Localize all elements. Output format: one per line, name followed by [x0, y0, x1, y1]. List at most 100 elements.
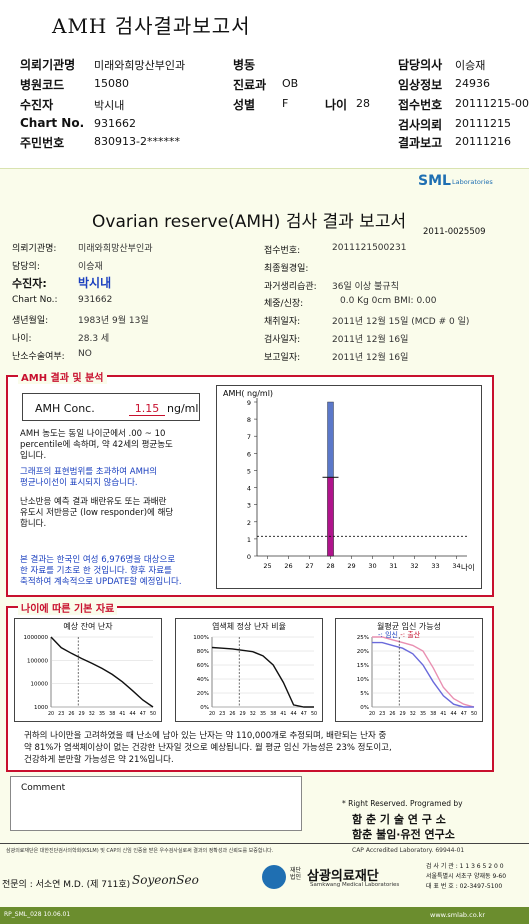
chart-monthly-pregnancy: 월평균 임신 가능성 -: 임신 -: 출산 25% 20% 15% 10% 5% 0% 2… [335, 618, 483, 722]
x-tick-label: 44 [291, 711, 297, 717]
field-label: 담당의: [12, 262, 40, 272]
x-tick-label: 34 [452, 562, 460, 570]
field-value: 2011121500231 [332, 243, 407, 253]
field-label: Chart No.: [12, 295, 58, 305]
legend-pregnancy: -: 임신 [378, 631, 398, 639]
x-tick-label: 35 [420, 711, 426, 717]
field-label: 의뢰기관명: [12, 244, 57, 254]
field-label: 체중/신장: [264, 299, 304, 309]
header-key: 주민번호 [20, 136, 65, 150]
y-tick-label: 60% [197, 663, 209, 669]
result-paragraph-4: 본 결과는 한국인 여성 6,976명을 대상으로 한 자료를 기초로 한 것입… [20, 555, 182, 587]
y-tick-label: 1000000 [24, 635, 49, 641]
header-value: 20111216 [455, 135, 511, 148]
header-value: 24936 [455, 77, 490, 90]
x-tick-label: 38 [109, 711, 115, 717]
chart-legend: -: 임신 -: 출산 [378, 630, 420, 640]
basic-summary: 귀하의 나이만을 고려하였을 때 난소에 남아 있는 난자는 약 110,000… [24, 731, 392, 765]
report-title: Ovarian reserve(AMH) 검사 결과 보고서 [92, 212, 407, 232]
x-tick-label: 30 [368, 562, 376, 570]
y-tick-label: 4 [247, 485, 251, 493]
header-key: 접수번호 [398, 98, 443, 112]
chart-title: 월평균 임신 가능성 [377, 622, 441, 631]
institute-2: 함춘 불임·유전 연구소 [352, 828, 455, 841]
doctor-signature: SoyeonSeo [132, 873, 199, 887]
header-value: 이승재 [455, 59, 486, 72]
x-tick-label: 44 [451, 711, 457, 717]
doctor-name: 전문의 : 서소연 M.D. (제 711호) [2, 880, 131, 890]
x-tick-label: 41 [440, 711, 446, 717]
foundation-name: 삼광의료재단 [307, 869, 379, 884]
header-key: 병동 [233, 58, 256, 72]
series-line-1 [372, 636, 475, 708]
x-axis-label: 나이 [461, 562, 475, 572]
x-tick-label: 26 [284, 562, 292, 570]
field-label: 검사일자: [264, 335, 301, 345]
field-label: 과거생리습관: [264, 282, 317, 292]
institute-1: 함 춘 기 술 연 구 소 [352, 813, 446, 826]
field-value: 931662 [78, 295, 113, 305]
x-tick-label: 23 [219, 711, 225, 717]
header-value: 28 [356, 97, 370, 110]
comment-box: Comment [10, 776, 302, 831]
x-tick-label: 20 [369, 711, 375, 717]
field-label: 보고일자: [264, 353, 301, 363]
field-label: 나이: [12, 334, 32, 344]
field-value: 36일 이상 불규칙 [332, 282, 399, 292]
field-value: 2011년 12월 16일 [332, 335, 409, 345]
amh-conc-unit: ng/ml [167, 402, 199, 415]
chart-title: 예상 잔여 난자 [63, 622, 113, 631]
y-tick-label: 100% [193, 635, 209, 641]
header-value: 15080 [94, 77, 129, 90]
x-tick-label: 50 [150, 711, 156, 717]
y-tick-label: 5% [360, 691, 369, 697]
field-label: 수진자: [12, 277, 47, 290]
field-label: 생년월일: [12, 316, 49, 326]
website-link[interactable]: www.smlab.co.kr [430, 911, 486, 919]
amh-chart-box: AMH( ng/ml) 0 1 2 3 4 5 6 7 8 9 25 26 27 28 29 30 31 32 33 3… [216, 385, 482, 589]
x-tick-label: 47 [461, 711, 467, 717]
foundation-name-en: Samkwang Medical Laboratories [310, 882, 400, 888]
x-tick-label: 31 [389, 562, 397, 570]
y-tick-label: 20% [357, 649, 369, 655]
header-key: 수진자 [20, 98, 54, 112]
x-tick-label: 20 [209, 711, 215, 717]
amh-result-section: AMH 결과 및 분석 AMH Conc. 1.15 ng/ml AMH 농도는… [6, 369, 494, 597]
x-tick-label: 50 [311, 711, 317, 717]
header-value: OB [282, 77, 299, 90]
section-title: AMH 결과 및 분석 [18, 369, 107, 384]
y-tick-label: 1 [247, 536, 251, 544]
foundation-logo-icon [262, 865, 286, 889]
x-tick-label: 47 [140, 711, 146, 717]
x-tick-label: 33 [431, 562, 439, 570]
x-tick-label: 26 [68, 711, 74, 717]
x-tick-label: 38 [270, 711, 276, 717]
y-tick-label: 25% [357, 635, 369, 641]
field-label: 난소수술여부: [12, 352, 65, 362]
x-tick-label: 32 [410, 562, 418, 570]
cert-text: 삼광의료재단은 대한진단검사의학회(KSLM) 및 CAP의 신임 인증을 받은… [6, 848, 274, 854]
x-tick-label: 26 [229, 711, 235, 717]
y-tick-label: 3 [247, 502, 251, 510]
programmed-by: * Right Reserved. Programed by [342, 799, 463, 808]
monthly-pregnancy-chart: 25% 20% 15% 10% 5% 0%20 23 26 29 32 35 38 41 44 47 50 [357, 635, 477, 717]
amh-conc-box: AMH Conc. 1.15 ng/ml [22, 393, 200, 421]
sml-logo: SML [418, 173, 451, 189]
x-tick-label: 28 [326, 562, 334, 570]
header-key: 임상정보 [398, 78, 443, 92]
result-paragraph-3: 난소반응 예측 결과 배란유도 또는 과배란 유도시 저반응군 (low res… [20, 497, 174, 529]
legend-birth: -: 출산 [400, 631, 421, 639]
address: 서울특별시 서초구 양재동 9-60 [426, 873, 507, 880]
y-tick-label: 10000 [31, 682, 49, 688]
footer-bar [0, 907, 529, 924]
series-line-1 [50, 636, 154, 708]
y-tick-label: 40% [197, 677, 209, 683]
x-tick-label: 20 [48, 711, 54, 717]
x-tick-label: 32 [250, 711, 256, 717]
header-key: 병원코드 [20, 78, 65, 92]
y-tick-label: 0% [200, 705, 209, 711]
header-key: Chart No. [20, 116, 85, 130]
series-line-1 [211, 646, 314, 708]
y-tick-label: 10% [357, 677, 369, 683]
